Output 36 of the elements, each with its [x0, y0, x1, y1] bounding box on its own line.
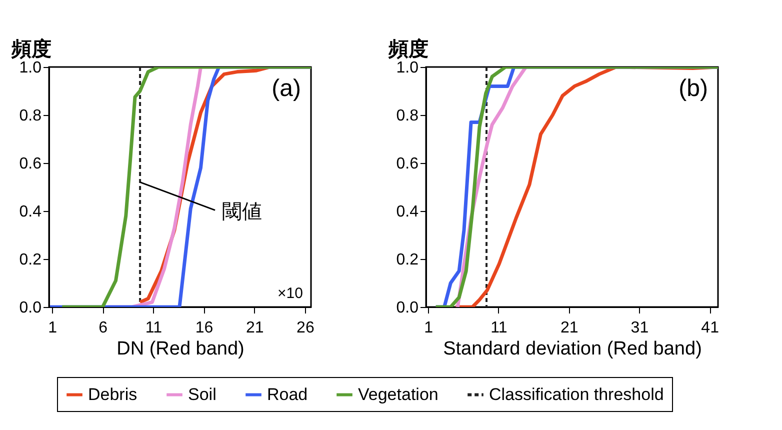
y-tick-label: 0.8: [19, 108, 42, 124]
x-tick-label: 1: [48, 320, 58, 336]
y-tick-label: 0.4: [19, 204, 42, 220]
y-axis-title: 頻度: [388, 36, 428, 60]
x-tick-label: 11: [145, 320, 162, 336]
x-axis-title: Standard deviation (Red band): [443, 338, 702, 360]
y-tick-label: 0.6: [396, 156, 419, 172]
y-tick-label: 0.6: [19, 156, 42, 172]
y-tick-label: 0.2: [396, 252, 419, 268]
x-tick-label: 21: [560, 320, 578, 336]
y-tick-label: 0.2: [19, 252, 42, 268]
legend-label: Soil: [188, 384, 216, 404]
legend-label: Vegetation: [358, 384, 438, 404]
x-tick-label: 41: [701, 320, 720, 336]
x-tick-label: 26: [296, 320, 314, 336]
y-tick-label: 0.0: [396, 300, 419, 316]
x-tick-label: 21: [246, 320, 264, 336]
annotation: 閾値: [222, 199, 262, 224]
x-tick-label: 1: [424, 320, 434, 336]
y-tick-label: 1.0: [19, 60, 42, 76]
y-tick-label: 0.0: [19, 300, 42, 316]
x-tick-label: 31: [630, 320, 649, 336]
legend-label: Debris: [88, 384, 138, 404]
annotation: (a): [272, 75, 301, 102]
annotation: (b): [678, 75, 708, 102]
x-tick-label: 16: [195, 320, 214, 336]
annotation: ×10: [278, 285, 303, 302]
legend-label: Road: [267, 384, 308, 404]
y-axis-title: 頻度: [10, 36, 52, 60]
y-tick-label: 0.4: [396, 204, 419, 220]
x-tick-label: 6: [98, 320, 108, 336]
x-tick-label: 11: [490, 320, 508, 336]
y-tick-label: 0.8: [396, 108, 419, 124]
x-axis-title: DN (Red band): [116, 338, 244, 360]
y-tick-label: 1.0: [396, 60, 419, 76]
legend-label: Classification threshold: [489, 384, 664, 404]
